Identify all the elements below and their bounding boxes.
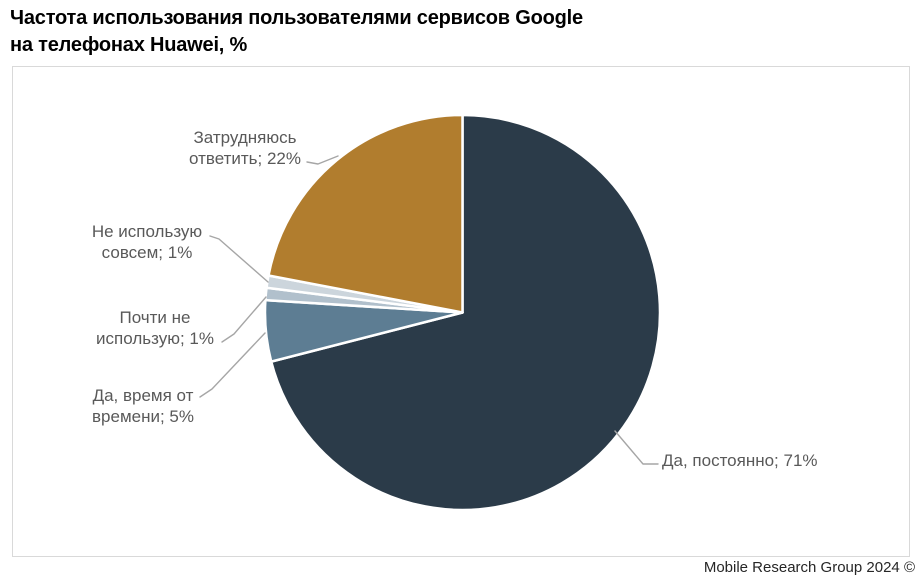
pie-label-da-postoyanno: Да, постоянно; 71% [662, 451, 818, 470]
pie-label-pochti-ne-ispolzuyu: Почти не использую; 1% [96, 308, 214, 348]
pie-label-zatrudnyayus-otvetit: Затрудняюсь ответить; 22% [189, 128, 301, 168]
pie-label-da-vremya-ot-vremeni: Да, время от времени; 5% [92, 386, 194, 426]
pie-label-ne-ispolzuyu-sovsem: Не использую совсем; 1% [91, 222, 203, 262]
chart-title-line-2: на телефонах Huawei, % [10, 34, 248, 56]
source-credit: Mobile Research Group 2024 © [703, 559, 915, 576]
chart-title: Частота использования пользователями сер… [10, 5, 770, 59]
chart-title-line-1: Частота использования пользователями сер… [10, 7, 583, 29]
